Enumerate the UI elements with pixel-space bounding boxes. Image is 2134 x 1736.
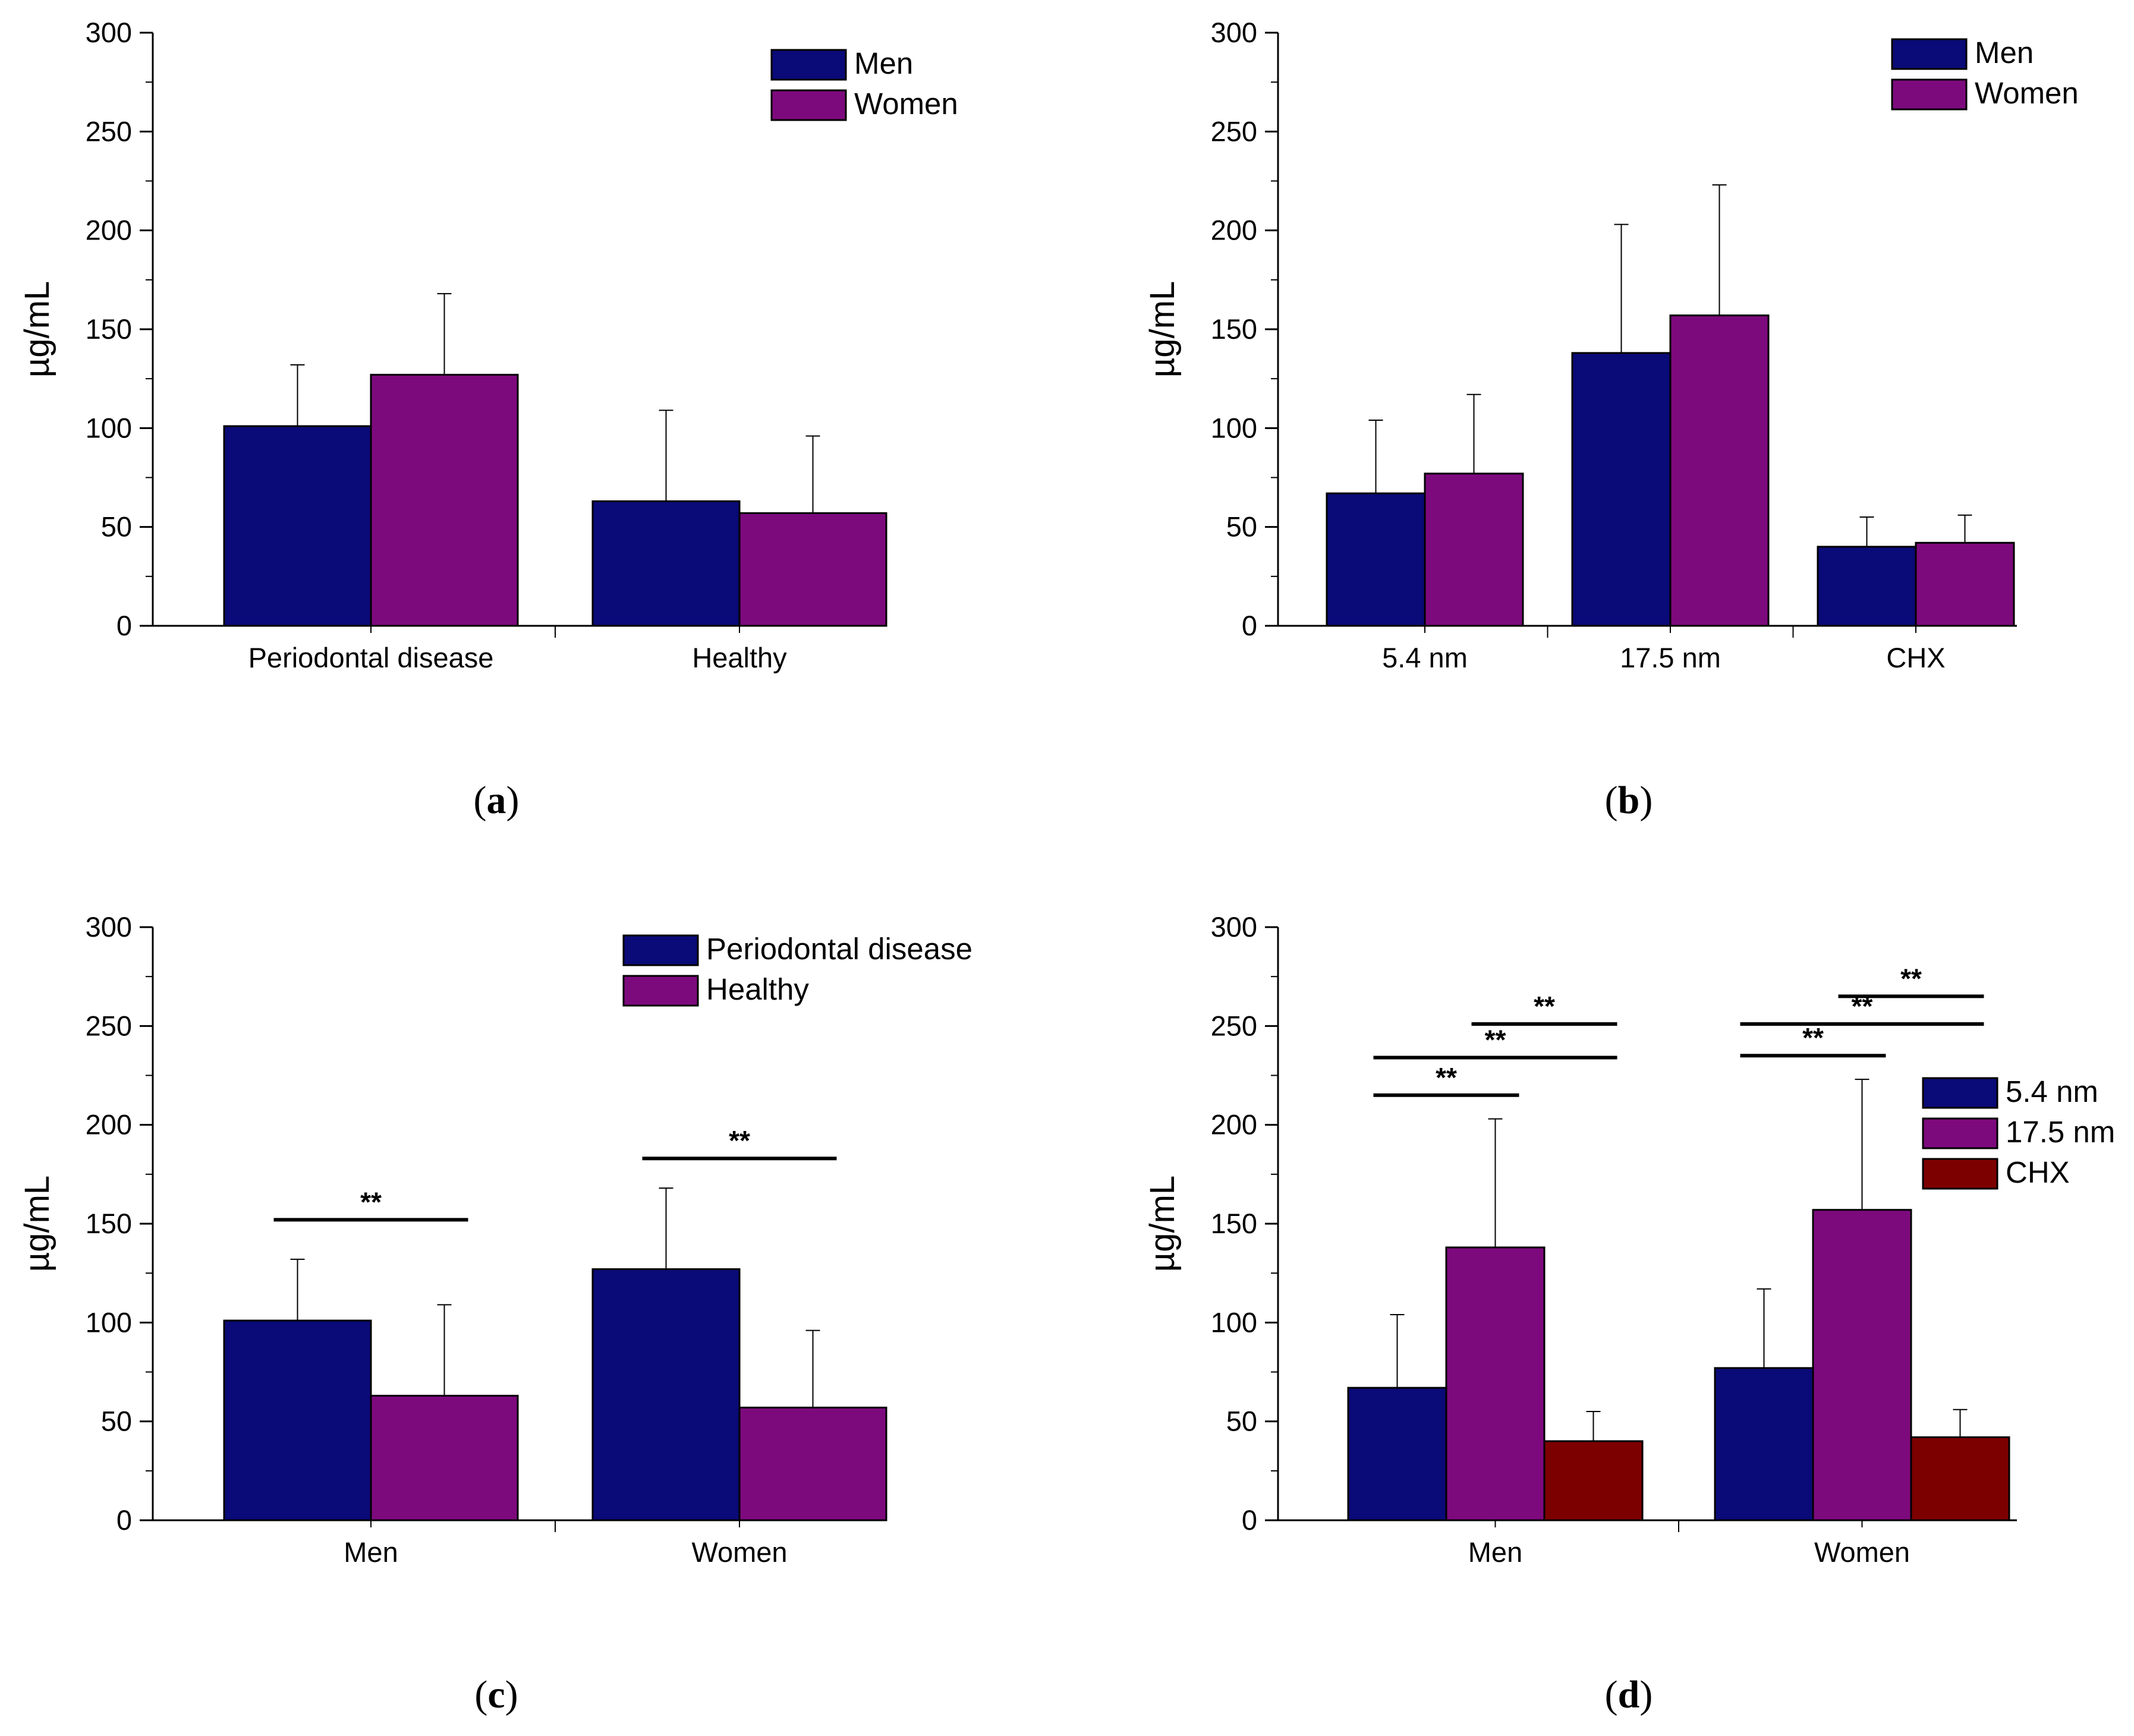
bar (1326, 492, 1426, 627)
y-tick-label: 50 (1226, 511, 1257, 543)
y-tick-label: 250 (1211, 115, 1257, 147)
legend-label: Women (1975, 76, 2079, 110)
y-tick-label: 250 (86, 1010, 132, 1041)
bar (1915, 541, 2015, 627)
y-tick-label: 100 (1211, 412, 1257, 443)
y-tick-label: 300 (1211, 17, 1257, 48)
legend-swatch (1922, 1077, 1998, 1109)
bar (1669, 314, 1770, 627)
x-tick-label: CHX (1886, 642, 1945, 673)
y-tick-label: 300 (1211, 911, 1257, 943)
bar (1424, 472, 1524, 627)
y-axis-label: µg/mL (1143, 281, 1182, 377)
legend-label: 5.4 nm (2006, 1075, 2098, 1108)
bar (1347, 1387, 1447, 1521)
y-tick-label: 0 (117, 610, 132, 641)
legend-swatch (1922, 1158, 1998, 1190)
y-tick-label: 150 (1211, 313, 1257, 345)
panel-label: (a) (474, 779, 520, 822)
y-tick-label: 200 (1211, 1109, 1257, 1140)
bar (1445, 1246, 1546, 1521)
x-tick-label: Men (1468, 1536, 1522, 1568)
bar (1543, 1440, 1644, 1521)
y-axis-label: µg/mL (18, 281, 56, 377)
panel-d: 0 50 100 150 200 250 300 Men Women µg/mL 5.4 nm 17.… (1143, 911, 2115, 1716)
significance-label: ** (1485, 1025, 1506, 1056)
y-tick-label: 50 (101, 1406, 132, 1437)
x-tick-label: Healthy (692, 642, 787, 673)
x-tick-label: 17.5 nm (1620, 642, 1721, 673)
legend-label: Periodontal disease (706, 932, 972, 966)
bar (738, 1406, 887, 1521)
significance-label: ** (1802, 1022, 1824, 1053)
panel-label: (c) (474, 1673, 518, 1716)
y-tick-label: 150 (1211, 1208, 1257, 1239)
legend-swatch (1891, 38, 1968, 70)
y-tick-label: 200 (86, 1109, 132, 1140)
panel-c: 0 50 100 150 200 250 300 Men Women µg/mL Periodont… (18, 911, 972, 1716)
y-tick-label: 250 (86, 115, 132, 147)
legend-swatch (1891, 78, 1968, 111)
significance-label: ** (729, 1125, 750, 1156)
legend-label: Healthy (706, 972, 809, 1006)
y-axis-label: µg/mL (18, 1176, 56, 1272)
y-tick-label: 150 (86, 313, 132, 345)
bar (223, 425, 372, 627)
legend-swatch (1922, 1117, 1998, 1149)
y-tick-label: 250 (1211, 1010, 1257, 1041)
bar (738, 512, 887, 627)
significance-label: ** (1534, 991, 1555, 1022)
bar (370, 374, 519, 627)
x-tick-label: 5.4 nm (1382, 642, 1468, 673)
panel-label: (b) (1605, 779, 1653, 822)
y-tick-label: 100 (86, 412, 132, 443)
panel-a: 0 50 100 150 200 250 300 Periodontal disease Hea… (18, 17, 958, 822)
legend-label: CHX (2006, 1155, 2070, 1189)
x-tick-label: Women (1814, 1536, 1910, 1568)
bar (1910, 1436, 2010, 1521)
bar (591, 1268, 741, 1521)
y-tick-label: 300 (86, 17, 132, 48)
y-tick-label: 200 (1211, 215, 1257, 246)
bar (370, 1394, 519, 1521)
y-tick-label: 50 (1226, 1406, 1257, 1437)
x-tick-label: Periodontal disease (248, 642, 494, 673)
significance-label: ** (360, 1186, 382, 1217)
y-tick-label: 0 (1242, 1504, 1257, 1536)
significance-label: ** (1900, 963, 1922, 994)
legend-swatch (770, 49, 847, 81)
panel-label: (d) (1605, 1673, 1653, 1716)
y-tick-label: 0 (117, 1504, 132, 1536)
y-tick-label: 300 (86, 911, 132, 943)
y-tick-label: 50 (101, 511, 132, 543)
y-tick-label: 100 (86, 1306, 132, 1338)
y-axis-label: µg/mL (1143, 1176, 1182, 1272)
bar (591, 500, 741, 627)
legend-swatch (770, 89, 847, 121)
legend-swatch (622, 975, 699, 1007)
y-tick-label: 100 (1211, 1306, 1257, 1338)
y-tick-label: 0 (1242, 610, 1257, 641)
x-tick-label: Women (691, 1536, 787, 1568)
bar (1571, 352, 1672, 627)
bar (1817, 546, 1917, 627)
legend-label: Men (854, 46, 913, 80)
panel-b: 0 50 100 150 200 250 300 5.4 nm 17.5 nm CHX µg/mL M… (1143, 17, 2079, 822)
bar (1714, 1367, 1814, 1521)
legend-label: Women (854, 87, 958, 121)
bar (1812, 1209, 1912, 1521)
x-tick-label: Men (344, 1536, 398, 1568)
y-tick-label: 150 (86, 1208, 132, 1239)
bar (223, 1319, 372, 1521)
legend-label: 17.5 nm (2006, 1115, 2115, 1149)
significance-label: ** (1436, 1062, 1457, 1093)
legend-swatch (622, 934, 699, 966)
legend-label: Men (1975, 36, 2034, 70)
y-tick-label: 200 (86, 215, 132, 246)
